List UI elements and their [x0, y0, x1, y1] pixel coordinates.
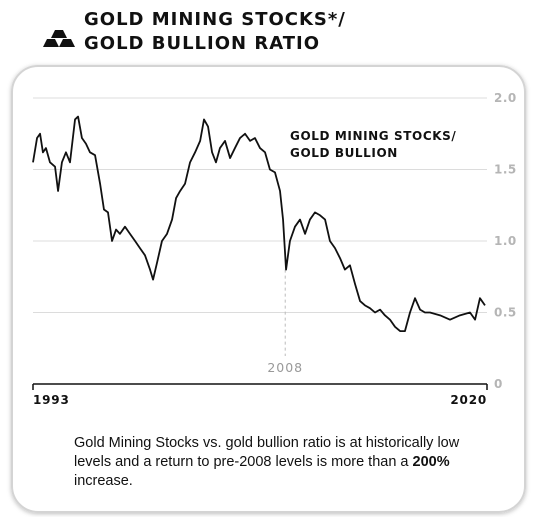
caption-emphasis: 200% [412, 454, 450, 470]
caption: Gold Mining Stocks vs. gold bullion rati… [74, 434, 484, 491]
caption-text: Gold Mining Stocks vs. gold bullion rati… [74, 435, 460, 470]
x-tick-label: 1993 [33, 393, 70, 407]
annotation-label: 2008 [267, 360, 303, 375]
y-tick-label: 0 [494, 377, 503, 391]
panel [11, 65, 526, 513]
chart-title: GOLD MINING STOCKS*/ GOLD BULLION RATIO [84, 9, 346, 54]
gold-bars-icon [43, 30, 75, 47]
y-tick-label: 1.0 [494, 234, 517, 248]
y-tick-label: 1.5 [494, 163, 517, 177]
series-line [32, 115, 486, 332]
y-tick-label: 0.5 [494, 306, 517, 320]
x-tick-label: 2020 [450, 393, 487, 407]
series-label: GOLD MINING STOCKS/ GOLD BULLION [290, 129, 457, 160]
y-tick-label: 2.0 [494, 91, 517, 105]
caption-text: increase. [74, 473, 133, 489]
